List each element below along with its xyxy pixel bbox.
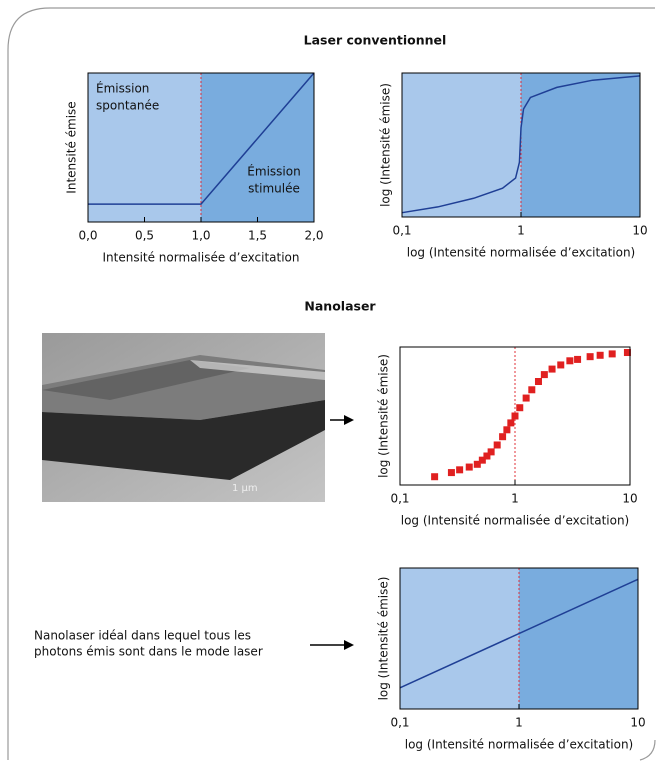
annotation: Nanolaser idéal dans lequel tous les — [34, 629, 251, 643]
region-above — [519, 568, 638, 709]
x-tick-label: 10 — [632, 224, 647, 238]
region-below — [402, 73, 521, 217]
x-tick-label: 0,5 — [135, 229, 154, 243]
x-tick-label: 0,1 — [392, 224, 411, 238]
region-label: Émission — [247, 164, 300, 179]
section-title: Nanolaser — [304, 299, 376, 314]
point — [540, 371, 548, 379]
region-label: stimulée — [248, 182, 300, 196]
point — [574, 355, 582, 363]
x-axis-label: Intensité normalisée d’excitation — [102, 251, 299, 265]
region-above — [201, 73, 314, 222]
region-below — [400, 568, 519, 709]
point — [465, 463, 473, 471]
line — [401, 75, 641, 214]
sem-image: 1 µm — [42, 333, 325, 502]
x-axis-label: log (Intensité normalisée d’excitation) — [407, 246, 635, 260]
x-tick-label: 0,1 — [390, 716, 409, 730]
y-axis-label: log (Intensité émise) — [379, 83, 393, 207]
x-tick-label: 1 — [515, 716, 523, 730]
x-tick-label: 0,0 — [78, 229, 97, 243]
point — [596, 351, 604, 359]
point — [447, 469, 455, 477]
point — [528, 386, 536, 394]
card-border — [7, 7, 655, 760]
section-title: Laser conventionnel — [304, 33, 447, 48]
y-axis-label: log (Intensité émise) — [377, 577, 391, 701]
point — [431, 473, 439, 481]
x-tick-label: 10 — [622, 492, 637, 506]
plot-frame — [399, 346, 631, 486]
point — [608, 350, 616, 358]
plot-frame — [401, 72, 641, 218]
x-axis-label: log (Intensité normalisée d’excitation) — [405, 738, 633, 752]
region-label: Émission — [96, 81, 149, 96]
region-above — [521, 73, 640, 217]
annotation: photons émis sont dans le mode laser — [34, 645, 263, 659]
arrow — [330, 415, 354, 425]
point — [499, 433, 507, 441]
plot-frame — [399, 567, 639, 710]
point — [516, 404, 524, 412]
arrow — [310, 640, 354, 650]
x-tick-label: 1,0 — [191, 229, 210, 243]
point — [566, 357, 574, 365]
y-axis-label: log (Intensité émise) — [377, 354, 391, 478]
x-axis-label: log (Intensité normalisée d’excitation) — [401, 514, 629, 528]
point — [456, 466, 464, 474]
x-tick-label: 1,5 — [248, 229, 267, 243]
point — [623, 349, 631, 357]
point — [548, 365, 556, 373]
point — [483, 452, 491, 460]
point — [473, 460, 481, 468]
point — [586, 353, 594, 361]
y-axis-label: Intensité émise — [65, 101, 79, 193]
x-tick-label: 1 — [511, 492, 519, 506]
point — [522, 394, 530, 402]
point — [487, 448, 495, 456]
point — [507, 419, 515, 427]
x-tick-label: 10 — [630, 716, 645, 730]
point — [511, 412, 519, 420]
point — [478, 456, 486, 464]
point — [534, 378, 542, 385]
line — [399, 578, 639, 689]
plot-frame — [87, 72, 315, 223]
point — [557, 361, 565, 369]
line — [88, 72, 315, 205]
point — [493, 441, 501, 449]
point — [503, 426, 511, 434]
x-tick-label: 0,1 — [390, 492, 409, 506]
region-label: spontanée — [96, 99, 159, 113]
x-tick-label: 2,0 — [304, 229, 323, 243]
x-tick-label: 1 — [517, 224, 525, 238]
card-corner — [639, 739, 656, 761]
region-below — [88, 73, 201, 222]
scale-label: 1 µm — [232, 483, 258, 494]
